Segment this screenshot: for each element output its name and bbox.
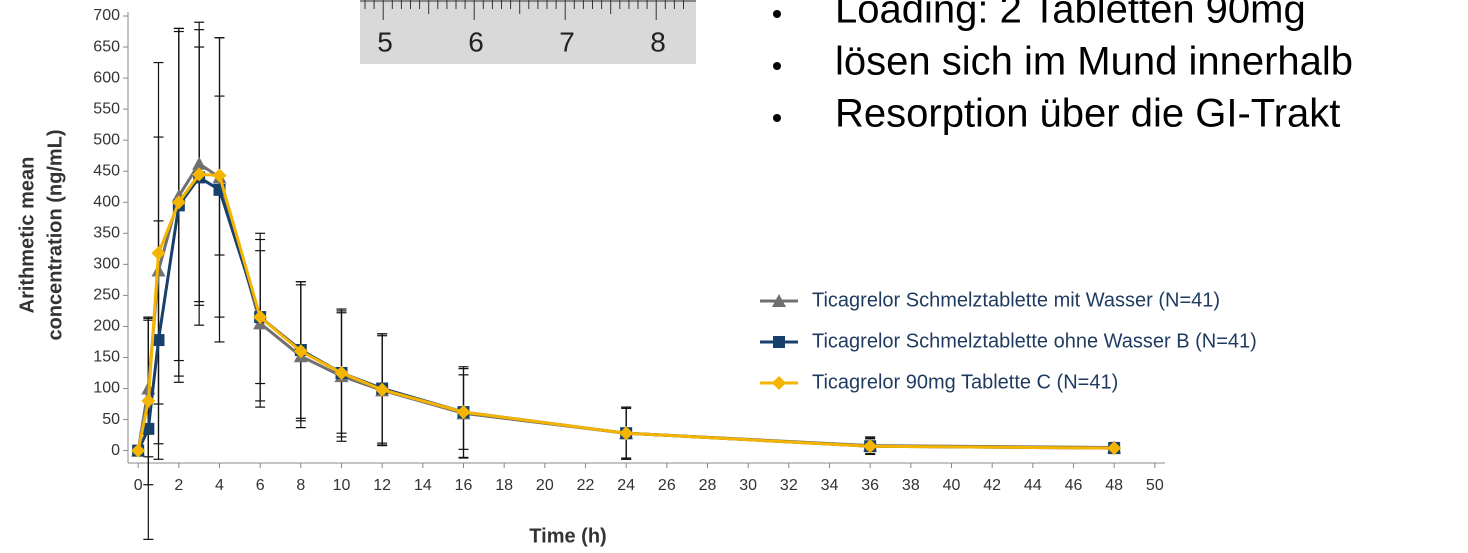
legend-label: Ticagrelor Schmelztablette ohne Wasser B… [812, 330, 1257, 352]
y-tick-label: 500 [93, 131, 120, 148]
x-tick-label: 34 [821, 477, 839, 494]
x-tick-label: 32 [780, 477, 798, 494]
ruler-label: 8 [650, 26, 666, 57]
y-tick-label: 700 [93, 7, 120, 24]
x-tick-label: 6 [256, 477, 265, 494]
marker [456, 405, 471, 420]
y-tick-label: 400 [93, 193, 120, 210]
bullet-dot [773, 62, 781, 70]
x-tick-label: 4 [215, 477, 224, 494]
series-line [136, 172, 1115, 451]
x-tick-label: 48 [1105, 477, 1123, 494]
x-tick-label: 44 [1024, 477, 1042, 494]
bullet-dot [773, 10, 781, 18]
legend-label: Ticagrelor Schmelztablette mit Wasser (N… [812, 289, 1220, 311]
y-tick-label: 50 [102, 411, 120, 428]
bullet-dot [773, 114, 781, 122]
x-tick-label: 42 [983, 477, 1001, 494]
x-tick-label: 8 [296, 477, 305, 494]
marker [212, 168, 227, 183]
ruler-label: 5 [377, 26, 393, 57]
x-tick-label: 38 [902, 477, 920, 494]
x-tick-label: 50 [1146, 477, 1164, 494]
ruler-image [360, 0, 696, 64]
marker [192, 156, 207, 170]
marker [142, 422, 155, 435]
y-tick-label: 350 [93, 225, 120, 242]
marker [141, 393, 156, 408]
bullet-list: Loading: 2 Tabletten 90mg lösen sich im M… [773, 0, 1353, 136]
marker [772, 376, 786, 390]
bullet-text: Resorption über die GI-Trakt [835, 92, 1340, 136]
x-tick-label: 40 [943, 477, 961, 494]
marker [293, 344, 308, 359]
marker [772, 294, 786, 307]
x-axis-title: Time (h) [529, 525, 606, 547]
marker [773, 336, 785, 348]
marker [253, 310, 268, 325]
y-tick-label: 300 [93, 256, 120, 273]
x-tick-label: 26 [658, 477, 676, 494]
bullet-text: Loading: 2 Tabletten 90mg [835, 0, 1306, 32]
legend-label: Ticagrelor 90mg Tablette C (N=41) [812, 371, 1118, 393]
marker [863, 439, 878, 454]
y-tick-label: 650 [93, 38, 120, 55]
x-tick-label: 0 [134, 477, 143, 494]
x-tick-label: 36 [861, 477, 879, 494]
y-tick-label: 250 [93, 287, 120, 304]
y-tick-label: 600 [93, 69, 120, 86]
y-axis-title: Arithmetic mean [16, 157, 38, 314]
x-tick-label: 22 [577, 477, 595, 494]
marker [619, 426, 634, 441]
y-tick-label: 450 [93, 162, 120, 179]
x-tick-label: 18 [495, 477, 513, 494]
marker [151, 246, 166, 261]
y-tick-label: 0 [111, 442, 120, 459]
x-tick-label: 16 [455, 477, 473, 494]
marker [192, 167, 207, 182]
y-axis-title: concentration (ng/mL) [44, 129, 66, 340]
x-tick-label: 30 [739, 477, 757, 494]
bullet-text: lösen sich im Mund innerhalb [835, 40, 1353, 84]
y-tick-label: 550 [93, 100, 120, 117]
ruler-label: 6 [468, 26, 484, 57]
marker [131, 443, 146, 458]
x-tick-label: 20 [536, 477, 554, 494]
marker [375, 382, 390, 397]
marker [171, 195, 186, 210]
ruler-ticks: 5 6 7 8 [360, 0, 696, 57]
y-tick-label: 100 [93, 380, 120, 397]
x-tick-label: 2 [174, 477, 183, 494]
x-tick-label: 46 [1065, 477, 1083, 494]
y-tick-label: 150 [93, 349, 120, 366]
x-tick-label: 24 [617, 477, 635, 494]
x-tick-label: 10 [333, 477, 351, 494]
marker [1107, 441, 1122, 456]
y-tick-label: 200 [93, 318, 120, 335]
x-tick-label: 28 [699, 477, 717, 494]
marker [152, 334, 165, 347]
x-tick-label: 12 [373, 477, 391, 494]
marker [334, 365, 349, 380]
ruler-label: 7 [559, 26, 575, 57]
x-tick-label: 14 [414, 477, 432, 494]
